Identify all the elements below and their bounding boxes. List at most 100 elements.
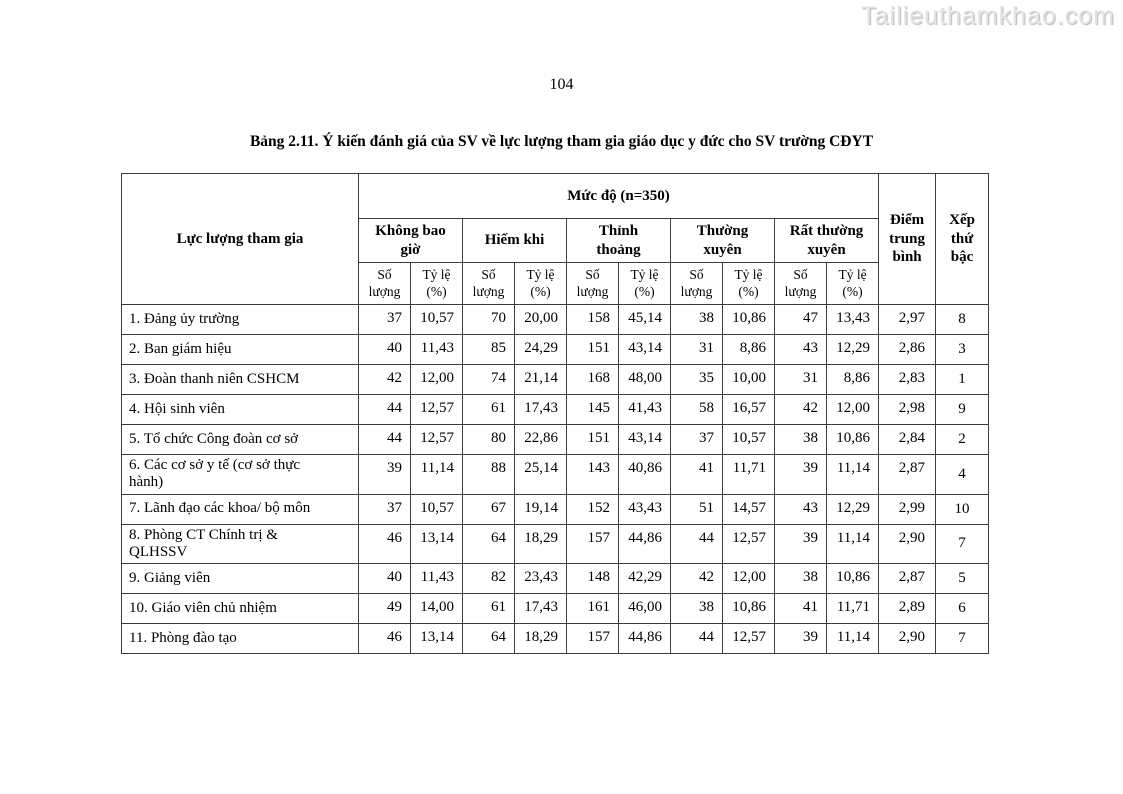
average-score-cell: 2,90	[878, 523, 937, 564]
header-level-sometimes: Thỉnh thoảng	[566, 218, 671, 263]
average-score-cell: 2,97	[878, 304, 937, 335]
table-row: 1. Đảng ủy trường 37 10,57 70 20,00 158 …	[121, 304, 990, 335]
percent-cell: 11,71	[825, 593, 880, 624]
percent-cell: 40,86	[618, 454, 671, 495]
table-row: 4. Hội sinh viên 44 12,57 61 17,43 145 4…	[121, 394, 990, 425]
count-cell: 145	[566, 394, 619, 425]
row-label: 4. Hội sinh viên	[121, 394, 359, 425]
header-row-measures: Số lượng Tỷ lệ (%) Số lượng Tỷ lệ (%) Số…	[122, 262, 989, 305]
percent-cell: 21,14	[514, 364, 567, 395]
percent-cell: 18,29	[514, 623, 567, 654]
row-label: 10. Giáo viên chủ nhiệm	[121, 593, 359, 624]
average-score-cell: 2,84	[878, 424, 937, 455]
average-score-cell: 2,98	[878, 394, 937, 425]
count-cell: 35	[670, 364, 723, 395]
count-cell: 43	[774, 493, 827, 525]
count-cell: 38	[774, 563, 827, 594]
header-percent: Tỷ lệ (%)	[618, 262, 671, 305]
percent-cell: 23,43	[514, 563, 567, 594]
count-cell: 44	[670, 623, 723, 654]
percent-cell: 10,86	[722, 304, 775, 335]
count-cell: 38	[670, 304, 723, 335]
row-label: 11. Phòng đào tạo	[121, 623, 359, 654]
rank-cell: 1	[935, 364, 990, 395]
header-frequency-group: Mức độ (n=350)	[357, 173, 880, 219]
percent-cell: 43,14	[618, 424, 671, 455]
count-cell: 37	[358, 304, 411, 335]
average-score-cell: 2,87	[878, 563, 937, 594]
rank-cell: 5	[935, 563, 990, 594]
percent-cell: 11,71	[722, 454, 775, 495]
count-cell: 67	[462, 493, 515, 525]
table-row: 5. Tổ chức Công đoàn cơ sở 44 12,57 80 2…	[121, 424, 990, 455]
rank-cell: 7	[935, 623, 990, 654]
percent-cell: 12,29	[825, 493, 880, 525]
percent-cell: 10,57	[722, 424, 775, 455]
table-caption: Bảng 2.11. Ý kiến đánh giá của SV về lực…	[249, 133, 874, 150]
count-cell: 70	[462, 304, 515, 335]
header-average-score: Điểm trung bình	[878, 173, 937, 305]
header-level-rarely: Hiếm khi	[462, 218, 567, 263]
count-cell: 152	[566, 493, 619, 525]
count-cell: 40	[358, 563, 411, 594]
percent-cell: 12,00	[410, 364, 463, 395]
percent-cell: 45,14	[618, 304, 671, 335]
count-cell: 42	[670, 563, 723, 594]
survey-table: Lực lượng tham gia Mức độ (n=350) Điểm t…	[121, 173, 990, 654]
table-body: 1. Đảng ủy trường 37 10,57 70 20,00 158 …	[121, 304, 990, 654]
percent-cell: 25,14	[514, 454, 567, 495]
average-score-cell: 2,83	[878, 364, 937, 395]
count-cell: 39	[774, 623, 827, 654]
count-cell: 39	[358, 454, 411, 495]
count-cell: 61	[462, 394, 515, 425]
percent-cell: 41,43	[618, 394, 671, 425]
count-cell: 41	[670, 454, 723, 495]
percent-cell: 11,14	[410, 454, 463, 495]
table-row: 7. Lãnh đạo các khoa/ bộ môn 37 10,57 67…	[121, 493, 990, 525]
count-cell: 64	[462, 623, 515, 654]
count-cell: 151	[566, 334, 619, 365]
count-cell: 47	[774, 304, 827, 335]
table-row: 6. Các cơ sở y tế (cơ sở thực hành) 39 1…	[121, 454, 990, 495]
percent-cell: 11,14	[825, 454, 880, 495]
header-level-very-often: Rất thường xuyên	[773, 218, 880, 263]
percent-cell: 12,57	[722, 623, 775, 654]
percent-cell: 12,00	[825, 394, 880, 425]
percent-cell: 24,29	[514, 334, 567, 365]
percent-cell: 44,86	[618, 623, 671, 654]
average-score-cell: 2,87	[878, 454, 937, 495]
count-cell: 80	[462, 424, 515, 455]
header-level-never: Không bao giờ	[358, 218, 463, 263]
table-row: 11. Phòng đào tạo 46 13,14 64 18,29 157 …	[121, 623, 990, 654]
percent-cell: 18,29	[514, 523, 567, 564]
count-cell: 157	[566, 523, 619, 564]
count-cell: 40	[358, 334, 411, 365]
percent-cell: 11,43	[410, 563, 463, 594]
count-cell: 43	[774, 334, 827, 365]
count-cell: 38	[670, 593, 723, 624]
table-row: 8. Phòng CT Chính trị & QLHSSV 46 13,14 …	[121, 523, 990, 564]
percent-cell: 12,57	[410, 394, 463, 425]
percent-cell: 12,00	[722, 563, 775, 594]
row-label: 2. Ban giám hiệu	[121, 334, 359, 365]
header-count: Số lượng	[358, 262, 411, 305]
table-row: 3. Đoàn thanh niên CSHCM 42 12,00 74 21,…	[121, 364, 990, 395]
table-row: 9. Giảng viên 40 11,43 82 23,43 148 42,2…	[121, 563, 990, 594]
table-row: 2. Ban giám hiệu 40 11,43 85 24,29 151 4…	[121, 334, 990, 365]
count-cell: 31	[670, 334, 723, 365]
count-cell: 148	[566, 563, 619, 594]
count-cell: 41	[774, 593, 827, 624]
percent-cell: 42,29	[618, 563, 671, 594]
percent-cell: 43,14	[618, 334, 671, 365]
percent-cell: 13,14	[410, 623, 463, 654]
row-label: 6. Các cơ sở y tế (cơ sở thực hành)	[121, 454, 359, 495]
percent-cell: 43,43	[618, 493, 671, 525]
row-label: 5. Tổ chức Công đoàn cơ sở	[121, 424, 359, 455]
count-cell: 44	[358, 424, 411, 455]
count-cell: 82	[462, 563, 515, 594]
percent-cell: 8,86	[722, 334, 775, 365]
percent-cell: 14,57	[722, 493, 775, 525]
percent-cell: 22,86	[514, 424, 567, 455]
site-watermark: Tailieuthamkhao.com	[861, 2, 1115, 30]
